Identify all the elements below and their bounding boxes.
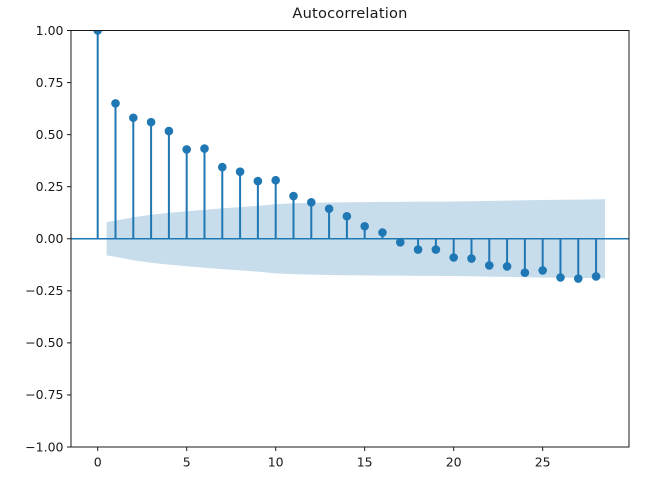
marker-lag-21 — [467, 254, 476, 263]
marker-lag-3 — [146, 117, 156, 127]
x-tick-label-25: 25 — [535, 455, 551, 470]
x-tick-label-15: 15 — [357, 455, 373, 470]
marker-lag-4 — [164, 126, 174, 136]
marker-lag-19 — [431, 245, 441, 254]
y-tick-label-−1.00: −1.00 — [25, 439, 63, 454]
marker-lag-13 — [324, 204, 334, 214]
chart-title: Autocorrelation — [292, 5, 408, 22]
y-tick-label-0.00: 0.00 — [36, 231, 64, 246]
marker-lag-25 — [538, 266, 547, 275]
marker-lag-14 — [342, 211, 352, 221]
marker-lag-22 — [484, 261, 494, 270]
marker-lag-28 — [591, 272, 601, 281]
marker-lag-16 — [378, 228, 387, 237]
marker-lag-1 — [111, 99, 120, 108]
marker-lag-15 — [360, 221, 369, 231]
marker-lag-26 — [556, 273, 565, 282]
marker-lag-11 — [289, 191, 298, 201]
x-tick-label-20: 20 — [446, 455, 462, 470]
marker-lag-24 — [520, 268, 530, 277]
marker-lag-17 — [395, 237, 405, 247]
marker-lag-23 — [502, 262, 512, 271]
plot-clipped-content — [71, 30, 629, 283]
y-tick-label-−0.25: −0.25 — [25, 283, 63, 298]
x-tick-label-5: 5 — [183, 455, 191, 470]
marker-lag-8 — [235, 167, 245, 176]
marker-lag-0 — [93, 30, 102, 35]
x-tick-label-0: 0 — [94, 455, 102, 470]
marker-lag-7 — [217, 162, 227, 172]
x-tick-label-10: 10 — [268, 455, 284, 470]
marker-lag-10 — [271, 175, 280, 185]
y-axis: 1.00 0.75 0.50 0.25 0.00 −0.25 −0.50 −0.75 −1.00 — [25, 23, 71, 454]
y-tick-label-−0.75: −0.75 — [25, 387, 63, 402]
y-tick-label-−0.50: −0.50 — [25, 335, 63, 350]
y-tick-label-0.25: 0.25 — [36, 179, 64, 194]
marker-lag-2 — [128, 113, 138, 123]
marker-lag-9 — [253, 176, 263, 186]
y-tick-label-0.50: 0.50 — [36, 127, 64, 142]
marker-lag-27 — [573, 274, 583, 283]
x-axis: 0 5 10 15 20 25 — [94, 447, 551, 470]
y-tick-label-1.00: 1.00 — [36, 23, 64, 38]
marker-lag-20 — [449, 253, 458, 262]
marker-lag-12 — [306, 198, 316, 207]
marker-lag-18 — [413, 245, 423, 254]
y-tick-label-0.75: 0.75 — [36, 75, 64, 90]
stems-group — [93, 30, 601, 283]
marker-lag-6 — [200, 144, 209, 153]
marker-lag-5 — [182, 145, 191, 154]
